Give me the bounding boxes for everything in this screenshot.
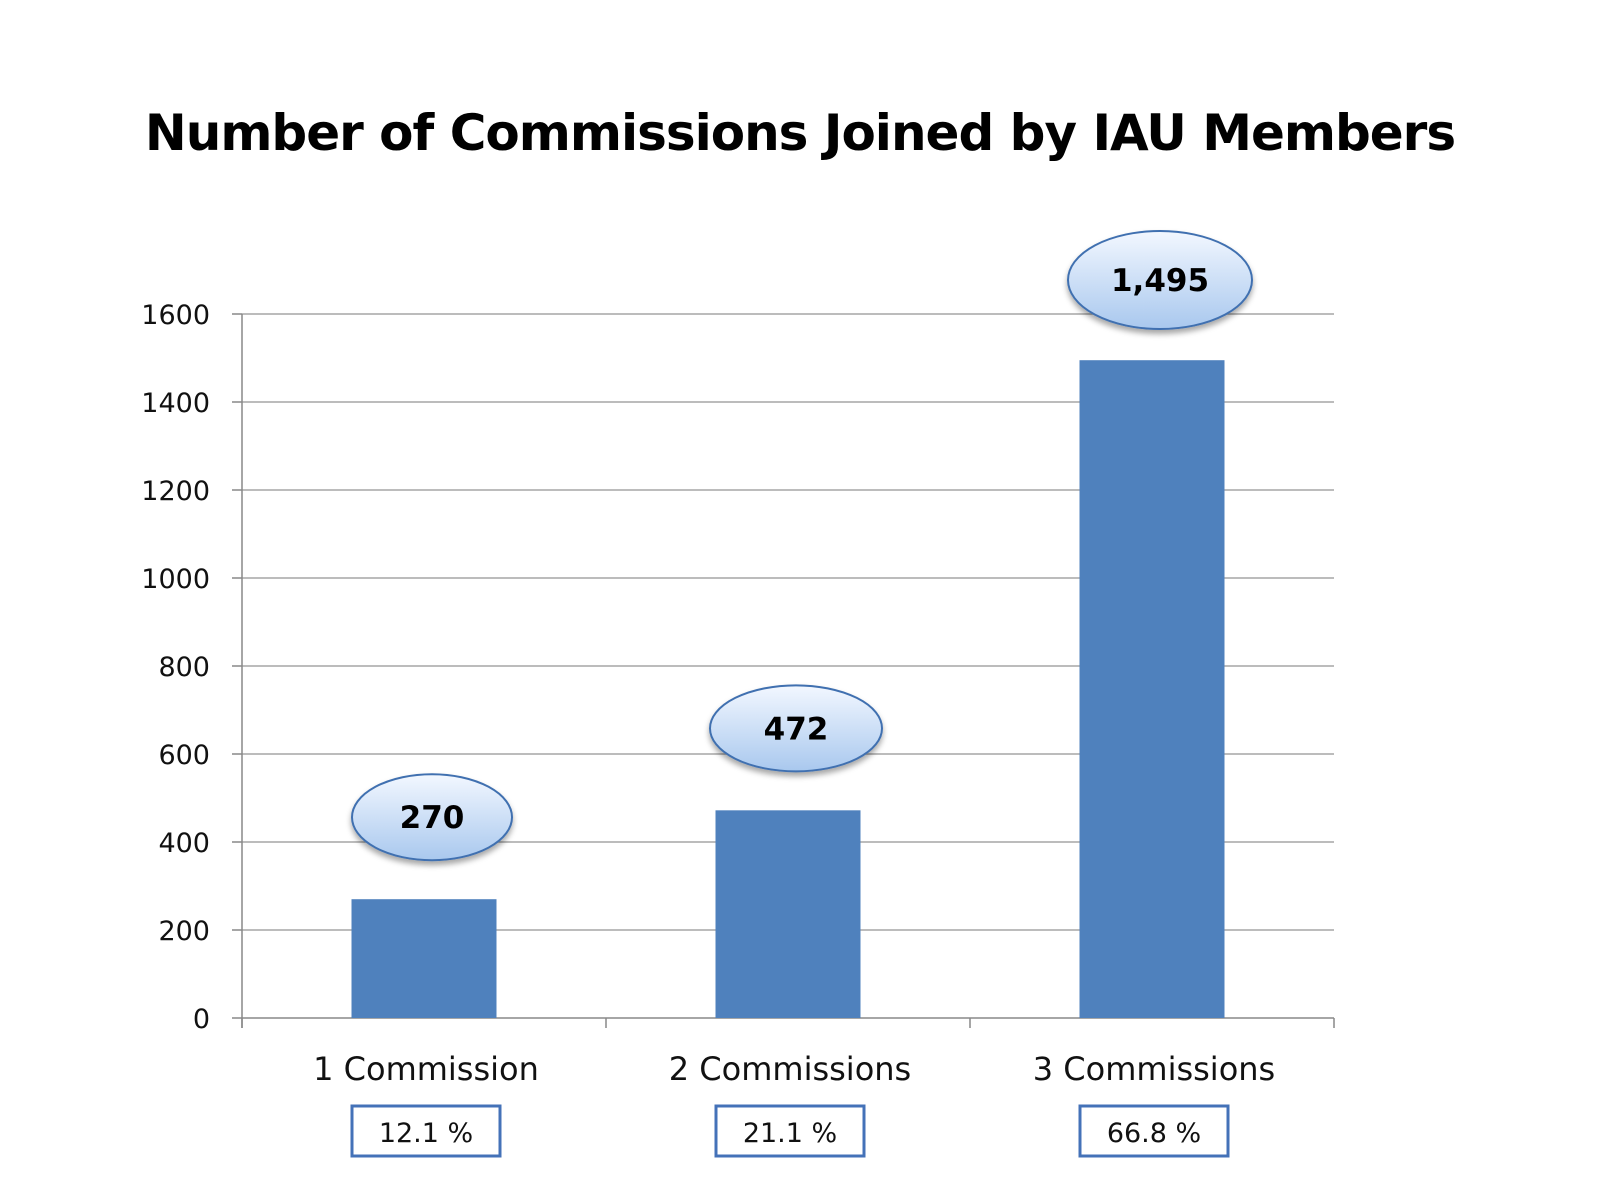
- value-callout-bubble: [351, 773, 513, 862]
- x-category-label: 2 Commissions: [669, 1050, 911, 1088]
- percentage-box-frame: [350, 1104, 502, 1158]
- value-callout: 270: [351, 773, 513, 862]
- y-tick-label: 1200: [141, 476, 210, 507]
- chart-title: Number of Commissions Joined by IAU Memb…: [144, 104, 1456, 162]
- y-tick-label: 1400: [141, 388, 210, 419]
- value-callout-bubble: [709, 684, 883, 773]
- bars: [351, 360, 1225, 1018]
- y-tick-label: 600: [158, 740, 210, 771]
- percentage-box-frame: [714, 1104, 866, 1158]
- bar: [715, 810, 861, 1018]
- percentage-box-frame: [1078, 1104, 1230, 1158]
- bar: [1079, 360, 1225, 1018]
- y-tick-label: 0: [193, 1004, 210, 1035]
- percentage-box: 21.1 %: [714, 1104, 866, 1158]
- x-category-label: 3 Commissions: [1033, 1050, 1275, 1088]
- percentage-box: 12.1 %: [350, 1104, 502, 1158]
- value-callout-bubble: [1067, 230, 1253, 330]
- data-label: 1,495: [1111, 263, 1209, 299]
- percentage-box: 66.8 %: [1078, 1104, 1230, 1158]
- y-axis-tick-labels: 0 200 400 600 800 1000 1200 1400 1600: [141, 300, 210, 1035]
- y-tick-label: 1000: [141, 564, 210, 595]
- value-callout: 1,495: [1067, 230, 1253, 330]
- data-label: 472: [764, 711, 829, 747]
- percentage-label: 21.1 %: [743, 1118, 837, 1149]
- x-category-label: 1 Commission: [313, 1050, 539, 1088]
- value-callout: 472: [709, 684, 883, 773]
- percentage-label: 12.1 %: [379, 1118, 473, 1149]
- data-label: 270: [400, 800, 465, 836]
- y-tick-label: 1600: [141, 300, 210, 331]
- y-tick-label: 400: [158, 828, 210, 859]
- percentage-boxes: 12.1 % 21.1 % 66.8 %: [350, 1104, 1230, 1158]
- percentage-label: 66.8 %: [1107, 1118, 1201, 1149]
- value-callouts: 270 472 1,495: [351, 230, 1253, 862]
- y-tick-label: 800: [158, 652, 210, 683]
- y-tick-label: 200: [158, 916, 210, 947]
- x-axis-category-labels: 1 Commission 2 Commissions 3 Commissions: [313, 1050, 1275, 1088]
- bar: [351, 899, 497, 1018]
